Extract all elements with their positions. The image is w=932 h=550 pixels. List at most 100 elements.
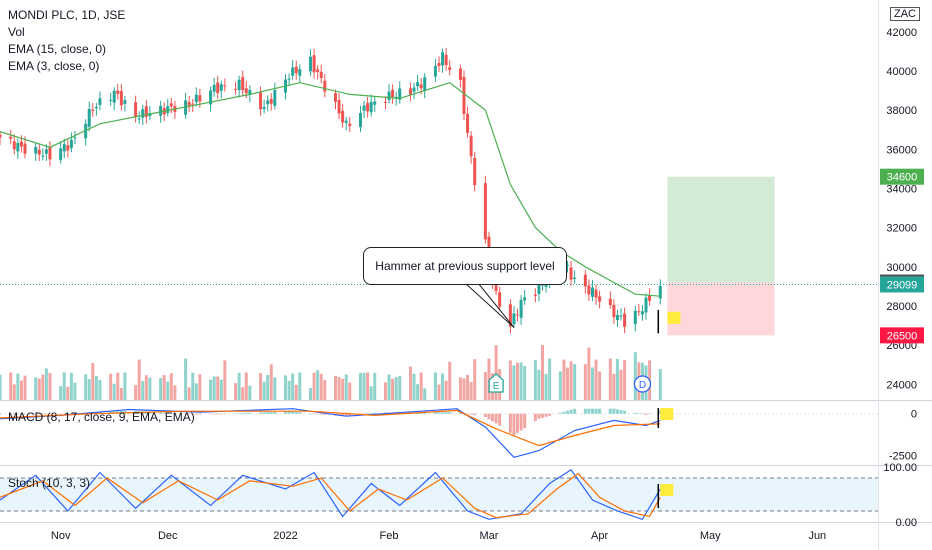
macd-hist-bar [644,413,648,415]
candle-body [333,93,337,102]
volume-bar [119,387,123,400]
price-tick-label: 28000 [886,301,917,313]
volume-bar [84,374,88,400]
candle-body [612,304,616,318]
candle-body [198,95,202,102]
volume-bar [494,345,498,400]
time-tick-label: Feb [380,530,399,542]
volume-bar [587,347,591,400]
macd-hist-bar [273,411,277,414]
volume-bar [387,374,391,400]
volume-bar [98,379,102,400]
candle-body [59,148,63,160]
candle-body [341,110,345,123]
candle-body [587,285,591,295]
candle-body [12,141,16,150]
macd-hist-bar [369,413,373,414]
candle-body [237,79,241,90]
macd-hist-bar [194,413,198,415]
macd-hist-bar [366,413,370,415]
candle-body [62,144,66,152]
macd-hist-bar [466,413,470,415]
macd-hist-bar [423,412,427,414]
candle-body [223,85,227,87]
macd-hist-bar [448,412,452,414]
candle-body [287,78,291,80]
candle-body [608,298,612,305]
macd-hist-bar [148,411,152,414]
time-tick-label: Apr [591,530,608,542]
study-ema15[interactable]: EMA (15, close, 0) [8,42,107,56]
macd-hist-bar [309,413,313,415]
time-tick-label: May [700,530,721,542]
volume-bar [508,360,512,400]
candle-body [234,88,238,90]
volume-bar [144,375,148,400]
volume-bar [259,373,263,400]
macd-hist-bar [648,413,652,415]
volume-bar [62,372,66,400]
volume-bar [548,358,552,400]
price-tick-label: 32000 [886,223,917,235]
study-vol[interactable]: Vol [8,25,25,39]
macd-hist-bar [284,411,288,414]
volume-bar [391,378,395,400]
candle-body [423,77,427,91]
volume-bar [223,360,227,400]
candle-body [273,90,277,106]
volume-bar [658,369,662,400]
macd-hist-bar [237,413,241,414]
macd-hist-bar [362,413,366,415]
macd-hist-bar [291,411,295,414]
candle-body [466,113,470,133]
volume-bar [34,377,38,400]
candle-body [73,137,77,139]
candle-body [498,292,502,307]
candle-body [619,315,623,317]
volume-bar [37,378,41,400]
volume-bar [169,373,173,400]
dividend-marker-label: D [639,380,646,391]
macd-hist-bar [487,413,491,420]
candle-body [323,80,327,92]
volume-bar [537,369,541,400]
highlight-marker [667,311,681,324]
macd-legend[interactable]: MACD (8, 17, close, 9, EMA, EMA) [8,410,195,424]
candle-body [194,94,198,103]
ema15-line [0,82,661,297]
candle-body [9,136,13,139]
volume-bar [198,374,202,400]
macd-hist-bar [573,408,577,414]
candle-body [583,274,587,287]
candle-body [212,84,216,92]
annotation-text: Hammer at previous support level [375,259,555,273]
volume-bar [444,380,448,400]
price-tick-label: 38000 [886,105,917,117]
candle-body [298,69,302,76]
symbol-badge[interactable]: ZAC [890,7,920,21]
volume-bar [466,374,470,400]
volume-bar [148,377,152,400]
candle-body [123,100,127,104]
candle-body [473,157,477,186]
time-tick-label: 2022 [273,530,297,542]
volume-bar [423,388,427,400]
macd-hist-bar [483,413,487,418]
volume-bar [594,359,598,400]
price-label-box [880,327,924,344]
volume-bar [112,383,116,400]
macd-hist-bar [615,409,619,414]
time-tick-label: Dec [158,530,178,542]
macd-hist-bar [34,413,38,415]
candle-body [640,311,644,315]
annotation-callout[interactable]: Hammer at previous support level [363,247,567,285]
volume-bar [241,387,245,400]
volume-bar [134,385,138,400]
volume-bar [48,373,52,400]
study-ema3[interactable]: EMA (3, close, 0) [8,59,100,73]
candle-body [134,102,138,117]
candle-body [462,77,466,115]
volume-bar [16,373,20,400]
macd-hist-bar [16,413,20,415]
stoch-legend[interactable]: Stoch (10, 3, 3) [8,476,90,490]
